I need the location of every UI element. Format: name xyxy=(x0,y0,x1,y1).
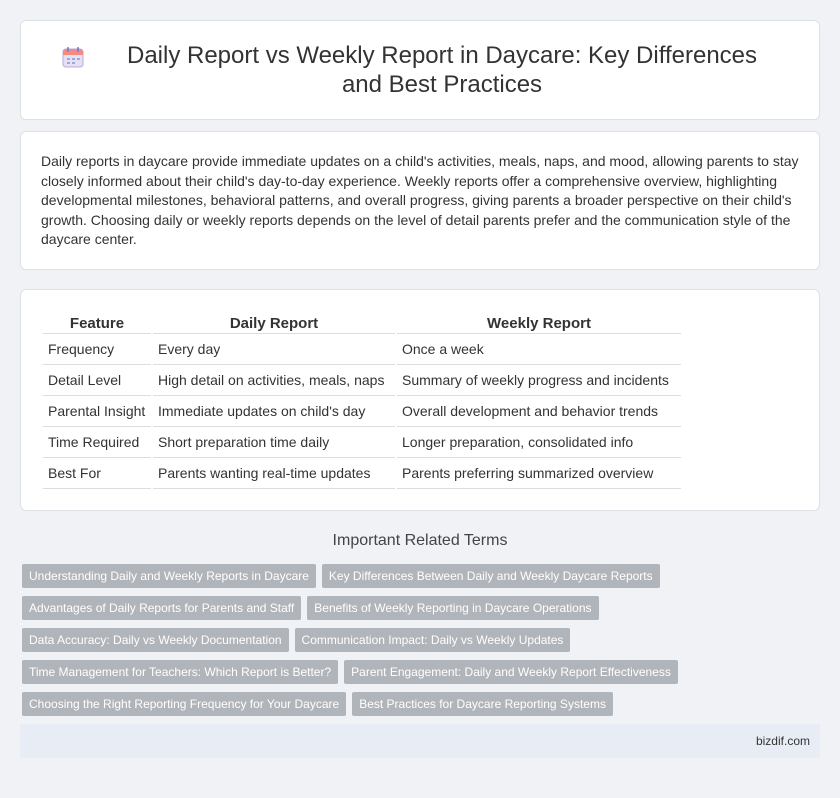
table-cell: Once a week xyxy=(397,334,681,365)
footer-bar: bizdif.com xyxy=(20,723,820,758)
calendar-icon xyxy=(62,47,84,68)
related-term-link[interactable]: Parent Engagement: Daily and Weekly Repo… xyxy=(344,659,678,684)
title-card: Daily Report vs Weekly Report in Daycare… xyxy=(20,20,820,120)
table-cell: Short preparation time daily xyxy=(153,427,395,458)
related-term-link[interactable]: Best Practices for Daycare Reporting Sys… xyxy=(352,691,613,716)
table-cell: Time Required xyxy=(43,427,151,458)
related-term-link[interactable]: Key Differences Between Daily and Weekly… xyxy=(321,563,660,588)
table-cell: Every day xyxy=(153,334,395,365)
table-cell: Frequency xyxy=(43,334,151,365)
column-header-daily: Daily Report xyxy=(153,312,395,334)
intro-card: Daily reports in daycare provide immedia… xyxy=(20,131,820,270)
comparison-card: Feature Daily Report Weekly Report Frequ… xyxy=(20,288,820,511)
column-header-feature: Feature xyxy=(43,312,151,334)
related-term-link[interactable]: Advantages of Daily Reports for Parents … xyxy=(22,595,302,620)
table-cell: Immediate updates on child's day xyxy=(153,396,395,427)
table-cell: Detail Level xyxy=(43,365,151,396)
related-term-link[interactable]: Understanding Daily and Weekly Reports i… xyxy=(22,563,316,588)
table-header-row: Feature Daily Report Weekly Report xyxy=(43,312,681,334)
related-term-link[interactable]: Choosing the Right Reporting Frequency f… xyxy=(22,691,347,716)
table-row: Detail Level High detail on activities, … xyxy=(43,365,681,396)
table-cell: Parental Insight xyxy=(43,396,151,427)
comparison-table: Feature Daily Report Weekly Report Frequ… xyxy=(41,312,683,489)
table-cell: High detail on activities, meals, naps xyxy=(153,365,395,396)
table-cell: Parents wanting real-time updates xyxy=(153,458,395,489)
table-cell: Parents preferring summarized overview xyxy=(397,458,681,489)
page-title: Daily Report vs Weekly Report in Daycare… xyxy=(126,42,758,98)
table-row: Time Required Short preparation time dai… xyxy=(43,427,681,458)
table-row: Parental Insight Immediate updates on ch… xyxy=(43,396,681,427)
related-term-link[interactable]: Benefits of Weekly Reporting in Daycare … xyxy=(307,595,599,620)
related-terms-title: Important Related Terms xyxy=(332,531,508,549)
table-cell: Best For xyxy=(43,458,151,489)
related-term-link[interactable]: Data Accuracy: Daily vs Weekly Documenta… xyxy=(22,627,289,652)
table-row: Frequency Every day Once a week xyxy=(43,334,681,365)
intro-text: Daily reports in daycare provide immedia… xyxy=(41,153,799,247)
table-cell: Overall development and behavior trends xyxy=(397,396,681,427)
related-terms-list: Understanding Daily and Weekly Reports i… xyxy=(20,563,820,716)
related-term-link[interactable]: Time Management for Teachers: Which Repo… xyxy=(22,659,339,684)
table-cell: Summary of weekly progress and incidents xyxy=(397,365,681,396)
footer-brand[interactable]: bizdif.com xyxy=(755,733,810,748)
column-header-weekly: Weekly Report xyxy=(397,312,681,334)
table-cell: Longer preparation, consolidated info xyxy=(397,427,681,458)
related-term-link[interactable]: Communication Impact: Daily vs Weekly Up… xyxy=(294,627,571,652)
table-row: Best For Parents wanting real-time updat… xyxy=(43,458,681,489)
